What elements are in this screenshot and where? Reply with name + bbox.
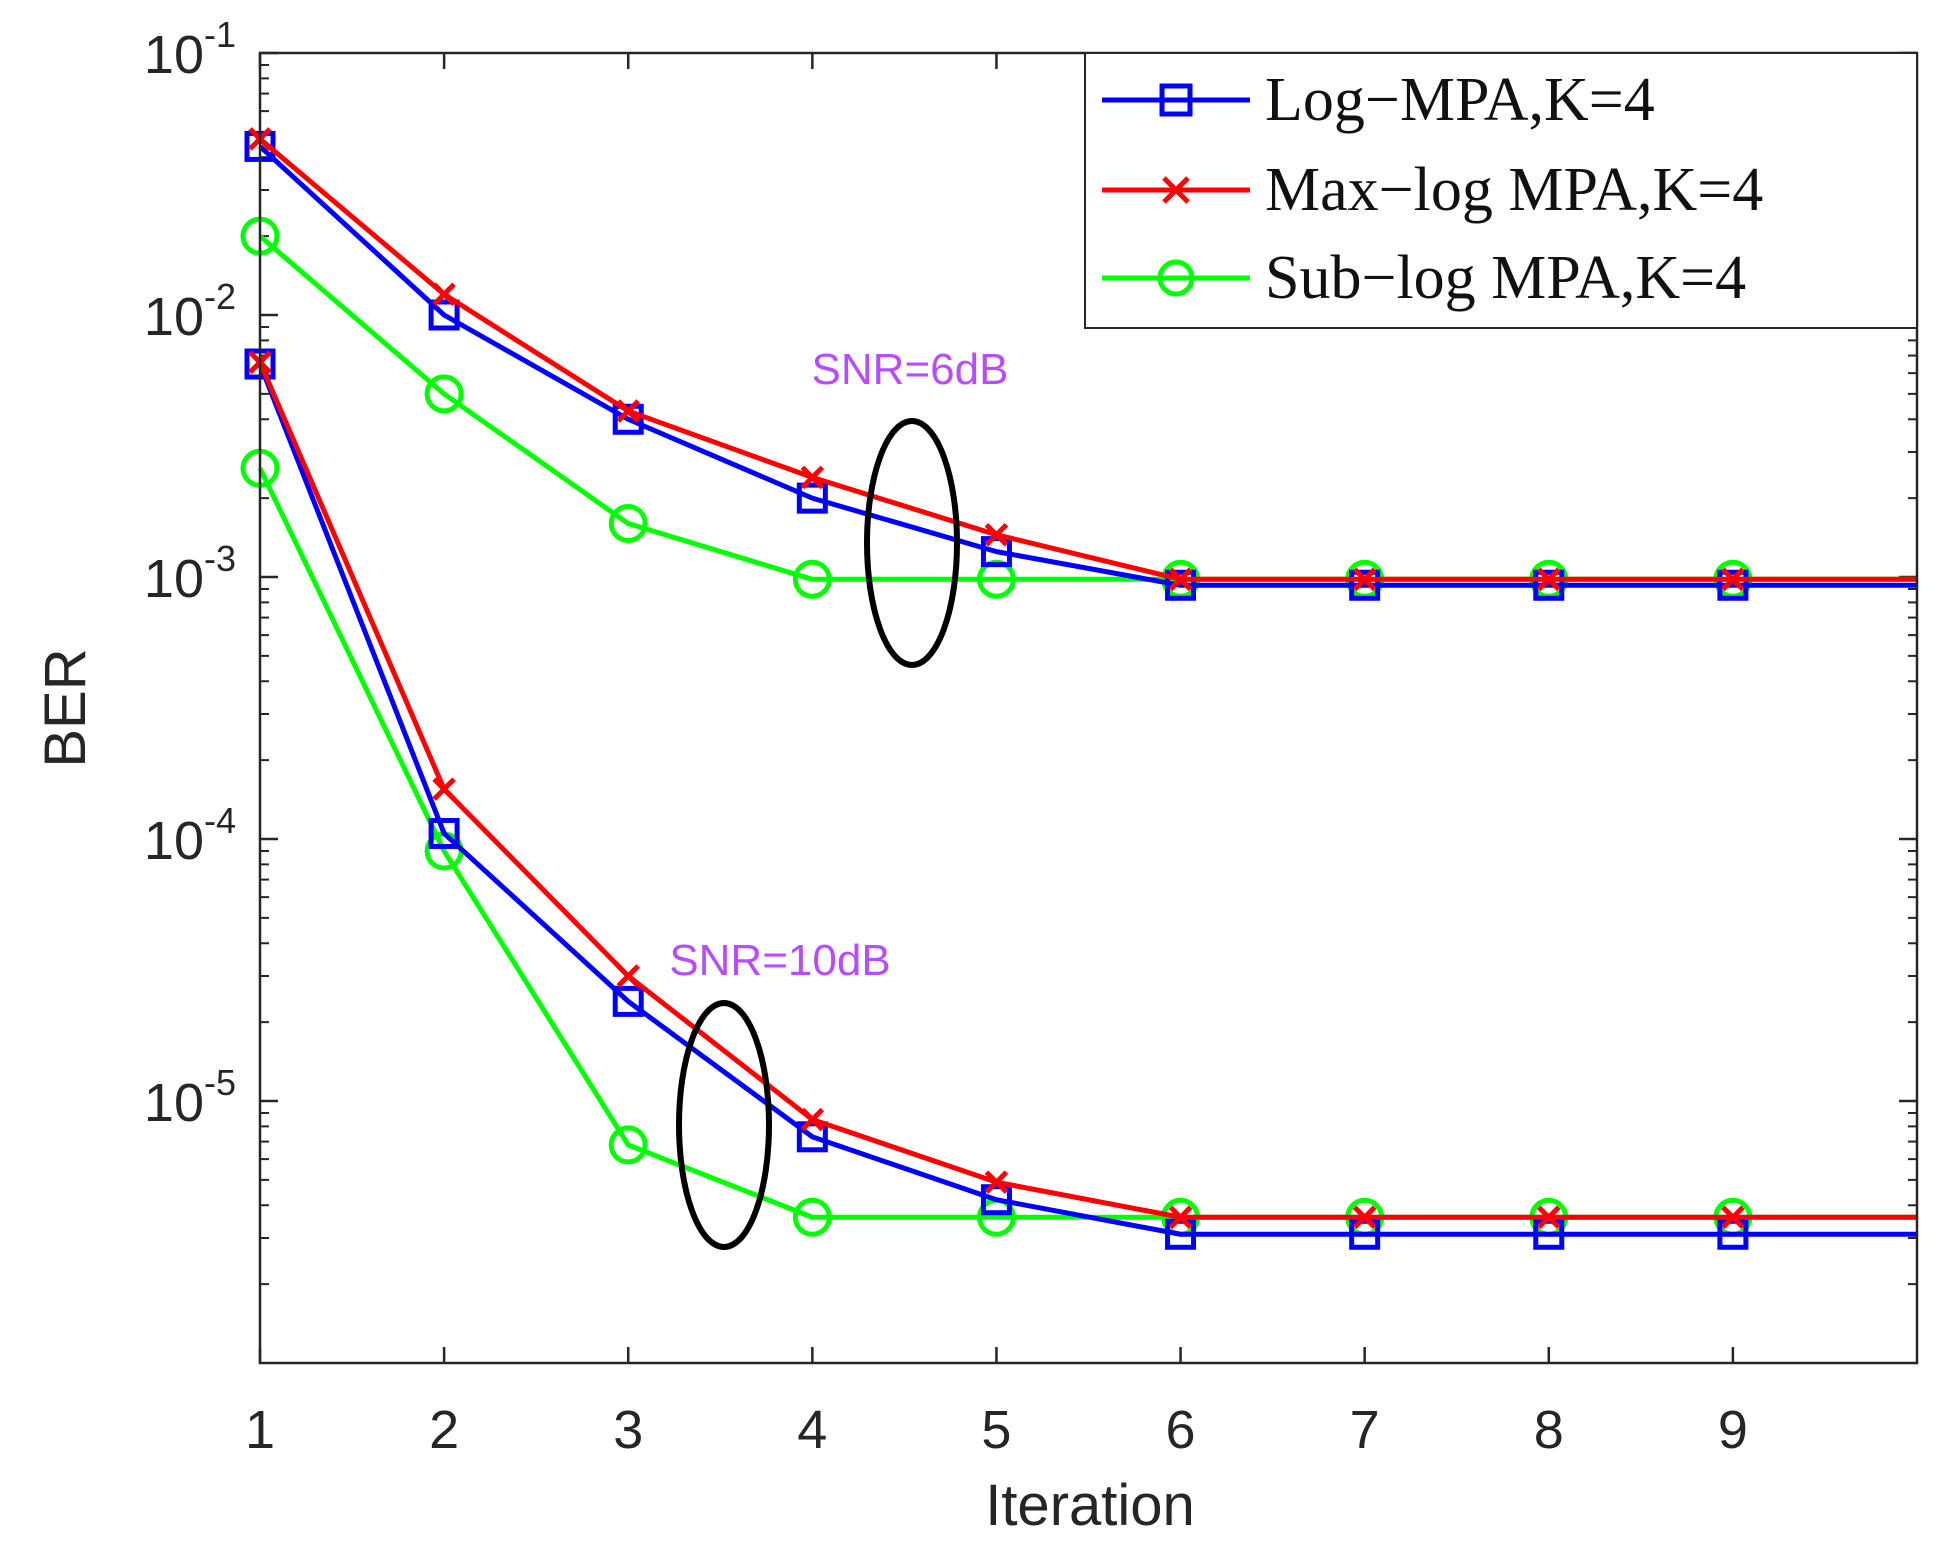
x-tick-label: 6: [1166, 1400, 1196, 1460]
data-point-max-log-mpa-k-4-6db: [432, 282, 456, 307]
legend-marker-sub-log-mpa: [1157, 259, 1195, 297]
data-point-max-log-mpa-k-4-6db: [1168, 567, 1193, 592]
data-point-log-mpa-k-4-10db: [980, 1184, 1012, 1216]
annotation-snr-10db: SNR=10dB: [669, 936, 890, 985]
x-tick-label: 4: [797, 1400, 827, 1460]
data-point-log-mpa-k-4-10db: [1717, 1218, 1749, 1250]
legend-marker-log-mpa: [1159, 83, 1193, 117]
series-line-max-log-mpa-k-4-10db: [257, 361, 1917, 1220]
data-point-log-mpa-k-4-6db: [980, 536, 1012, 568]
data-point-max-log-mpa-k-4-6db: [1721, 567, 1745, 592]
data-point-sub-log-mpa-k-4-6db: [608, 504, 648, 544]
legend-marker-max-log-mpa: [1162, 176, 1190, 204]
data-point-max-log-mpa-k-4-10db: [1352, 1205, 1377, 1230]
y-tick-label: 10-1: [144, 14, 236, 85]
y-tick-label: 10-2: [144, 276, 236, 347]
data-point-log-mpa-k-4-10db: [428, 817, 460, 849]
data-point-log-mpa-k-4-6db: [1165, 569, 1197, 601]
data-point-log-mpa-k-4-10db: [1165, 1218, 1197, 1250]
series-line-max-log-mpa-k-4-6db: [258, 136, 1917, 582]
data-point-max-log-mpa-k-4-10db: [1168, 1205, 1193, 1230]
data-point-log-mpa-k-4-10db: [612, 985, 644, 1017]
legend: Log−MPA,K=4 Max−log MPA,K=4 Sub−log MPA,…: [1084, 52, 1918, 329]
data-point-log-mpa-k-4-10db: [1349, 1218, 1381, 1250]
x-tick-label: 3: [613, 1400, 643, 1460]
data-point-max-log-mpa-k-4-10db: [800, 1107, 825, 1132]
y-tick-label: 10-5: [144, 1062, 236, 1133]
annotation-ellipse-snr-10db: [676, 1000, 772, 1250]
data-point-log-mpa-k-4-6db: [1717, 569, 1749, 601]
legend-label-max-log-mpa: Max−log MPA,K=4: [1265, 156, 1763, 224]
legend-entry-max-log-mpa: Max−log MPA,K=4: [1102, 156, 1763, 224]
legend-entry-log-mpa: Log−MPA,K=4: [1102, 66, 1655, 134]
x-tick-label: 7: [1350, 1400, 1380, 1460]
series-line-log-mpa-k-4-10db: [257, 363, 1917, 1237]
legend-label-sub-log-mpa: Sub−log MPA,K=4: [1265, 244, 1746, 312]
data-point-log-mpa-k-4-10db: [1533, 1218, 1565, 1250]
data-point-max-log-mpa-k-4-6db: [800, 465, 825, 490]
legend-entry-sub-log-mpa: Sub−log MPA,K=4: [1102, 244, 1746, 312]
annotation-ellipse-snr-6db: [864, 418, 960, 668]
x-tick-label: 1: [245, 1400, 275, 1460]
data-point-log-mpa-k-4-6db: [612, 403, 644, 435]
data-point-max-log-mpa-k-4-6db: [616, 399, 640, 423]
data-point-sub-log-mpa-k-4-10db: [792, 1197, 832, 1237]
data-point-max-log-mpa-k-4-10db: [1537, 1205, 1561, 1230]
data-point-log-mpa-k-4-6db: [1349, 569, 1381, 601]
y-tick-label: 10-4: [144, 800, 236, 871]
x-axis-label: Iteration: [985, 1473, 1195, 1538]
x-tick-label: 5: [981, 1400, 1011, 1460]
x-tick-label: 2: [429, 1400, 459, 1460]
legend-label-log-mpa: Log−MPA,K=4: [1265, 66, 1655, 134]
data-point-max-log-mpa-k-4-6db: [1352, 567, 1377, 592]
y-tick-label: 10-3: [144, 538, 236, 609]
data-point-sub-log-mpa-k-4-6db: [424, 374, 464, 414]
x-tick-label: 9: [1718, 1400, 1748, 1460]
data-point-max-log-mpa-k-4-6db: [1537, 567, 1561, 592]
x-tick-label: 8: [1534, 1400, 1564, 1460]
data-point-max-log-mpa-k-4-6db: [984, 522, 1009, 547]
annotation-snr-6db: SNR=6dB: [812, 345, 1009, 394]
data-point-log-mpa-k-4-6db: [796, 482, 828, 514]
data-point-sub-log-mpa-k-4-6db: [792, 559, 832, 599]
data-point-log-mpa-k-4-6db: [428, 299, 460, 331]
data-point-log-mpa-k-4-6db: [1533, 569, 1565, 601]
data-point-max-log-mpa-k-4-10db: [616, 964, 640, 988]
data-point-max-log-mpa-k-4-10db: [984, 1170, 1009, 1194]
data-point-sub-log-mpa-k-4-10db: [608, 1125, 648, 1165]
series-line-log-mpa-k-4-6db: [258, 144, 1917, 588]
data-point-max-log-mpa-k-4-10db: [1721, 1205, 1745, 1230]
data-point-log-mpa-k-4-10db: [796, 1121, 828, 1153]
data-point-max-log-mpa-k-4-10db: [432, 777, 456, 801]
y-axis-label: BER: [33, 648, 98, 767]
